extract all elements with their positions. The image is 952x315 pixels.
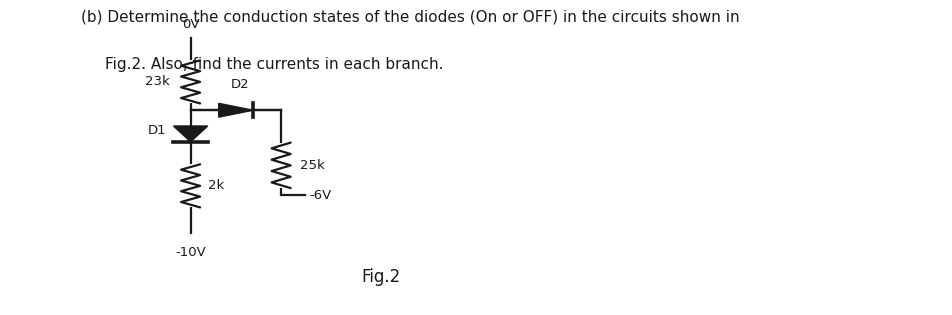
Text: D1: D1 (148, 124, 167, 137)
Text: (b) Determine the conduction states of the diodes (On or OFF) in the circuits sh: (b) Determine the conduction states of t… (81, 9, 739, 25)
Text: 0V: 0V (182, 19, 199, 32)
Text: 2k: 2k (208, 179, 224, 192)
Text: -10V: -10V (175, 246, 206, 259)
Text: D2: D2 (230, 78, 249, 91)
Text: -6V: -6V (309, 189, 331, 202)
Polygon shape (173, 126, 208, 142)
Text: Fig.2. Also, find the currents in each branch.: Fig.2. Also, find the currents in each b… (105, 57, 443, 72)
Text: 23k: 23k (145, 75, 169, 89)
Text: 25k: 25k (300, 159, 325, 172)
Polygon shape (218, 103, 252, 117)
Text: Fig.2: Fig.2 (361, 268, 401, 286)
